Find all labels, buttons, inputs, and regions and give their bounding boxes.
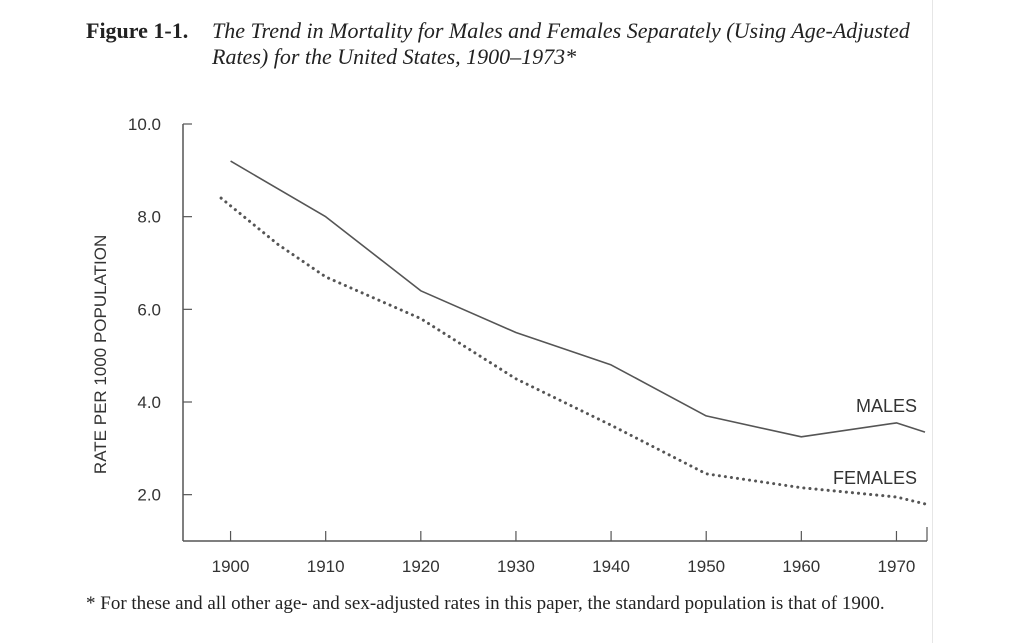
x-tick-label-1930: 1930	[497, 557, 535, 576]
series-line-females	[219, 196, 927, 506]
figure-label: Figure 1-1.	[86, 18, 189, 43]
x-tick-label-1920: 1920	[402, 557, 440, 576]
series-label-males: MALES	[856, 396, 917, 416]
y-tick-label-4.0: 4.0	[137, 393, 161, 412]
figure-title: The Trend in Mortality for Males and Fem…	[212, 18, 910, 69]
y-tick-label-2.0: 2.0	[137, 486, 161, 505]
y-tick-label-6.0: 6.0	[137, 300, 161, 319]
x-tick-label-1940: 1940	[592, 557, 630, 576]
x-tick-label-1950: 1950	[687, 557, 725, 576]
series-label-females: FEMALES	[833, 468, 917, 488]
point-females-1960	[801, 487, 802, 488]
x-tick-label-1970: 1970	[878, 557, 916, 576]
x-tick-label-1910: 1910	[307, 557, 345, 576]
series-line-males	[230, 160, 926, 438]
point-females-1920	[420, 318, 421, 319]
y-tick-label-8.0: 8.0	[137, 208, 161, 227]
footnote: * For these and all other age- and sex-a…	[86, 593, 885, 614]
chart-labels: 2.0 4.0 6.0 8.0 10.0 1900 1910 1920 1930 1940 1950…	[91, 115, 917, 576]
y-axis-title: RATE PER 1000 POPULATION	[91, 235, 110, 474]
page-edge-divider	[932, 0, 933, 643]
point-females-1910	[325, 276, 326, 277]
chart-series	[219, 160, 927, 506]
x-tick-label-1960: 1960	[782, 557, 820, 576]
y-tick-label-10.0: 10.0	[128, 115, 161, 134]
x-tick-label-1900: 1900	[212, 557, 250, 576]
chart-axes	[182, 123, 928, 542]
